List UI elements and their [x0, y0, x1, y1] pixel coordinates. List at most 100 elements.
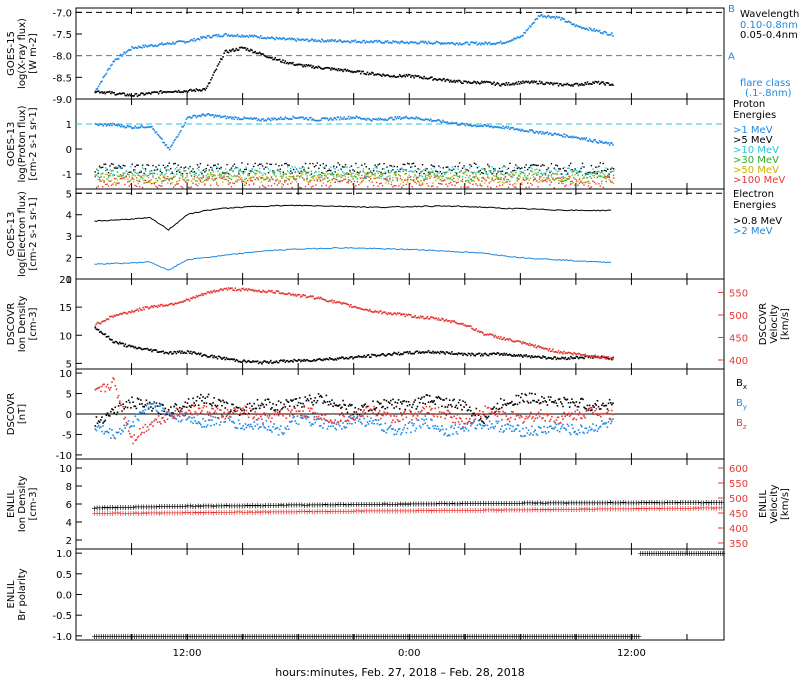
data-point	[588, 27, 591, 29]
data-point	[612, 84, 614, 86]
data-point	[306, 118, 309, 121]
data-point	[290, 176, 292, 178]
data-point	[358, 116, 361, 119]
data-point	[612, 356, 614, 359]
data-point	[186, 175, 188, 177]
data-point	[359, 177, 362, 179]
data-point	[148, 307, 151, 309]
data-point	[298, 172, 301, 175]
data-point	[161, 173, 163, 176]
data-point	[471, 82, 473, 85]
data-point	[420, 184, 422, 187]
data-point	[507, 167, 510, 170]
data-point	[609, 168, 612, 170]
data-point	[356, 40, 359, 43]
data-point	[424, 118, 427, 121]
data-point	[546, 357, 549, 360]
data-point	[294, 293, 297, 296]
data-point	[354, 39, 357, 42]
data-point	[97, 175, 99, 178]
data-point	[476, 353, 479, 355]
data-point	[213, 34, 215, 37]
data-point	[448, 168, 450, 171]
data-point	[205, 87, 208, 89]
data-point	[482, 354, 484, 357]
data-point	[393, 312, 395, 314]
data-point	[489, 81, 492, 84]
data-point	[562, 175, 564, 178]
data-point	[364, 163, 366, 165]
data-point	[589, 182, 591, 184]
data-point	[397, 351, 400, 354]
data-point	[211, 76, 213, 79]
data-point	[494, 411, 497, 413]
data-point	[189, 165, 191, 168]
data-point	[190, 350, 192, 353]
data-point	[431, 316, 433, 319]
data-point	[553, 356, 555, 359]
data-point	[433, 176, 436, 179]
data-point	[608, 178, 610, 181]
data-point	[374, 408, 377, 410]
data-point	[500, 170, 502, 173]
data-point	[553, 82, 555, 85]
data-point	[602, 186, 604, 189]
data-point	[504, 175, 507, 178]
y-axis-label: GOES-15	[6, 31, 17, 76]
data-point	[95, 174, 98, 177]
data-point	[327, 300, 330, 303]
data-point	[509, 83, 512, 86]
data-point	[111, 63, 113, 66]
data-point	[314, 360, 317, 362]
data-point	[199, 179, 202, 181]
data-point	[286, 400, 289, 403]
data-point	[253, 421, 255, 423]
data-point	[592, 29, 594, 32]
data-point	[469, 325, 472, 327]
data-point	[245, 117, 248, 120]
data-point	[306, 296, 309, 299]
data-point	[106, 335, 109, 338]
data-point	[514, 340, 517, 343]
data-point	[572, 357, 574, 360]
data-point	[271, 362, 273, 364]
data-point	[166, 411, 169, 413]
data-point	[609, 171, 612, 173]
data-point	[156, 306, 159, 308]
data-point	[522, 399, 524, 402]
data-point	[394, 76, 397, 78]
data-point	[497, 352, 500, 355]
data-point	[195, 400, 198, 402]
data-point	[288, 175, 290, 178]
data-point	[529, 166, 532, 168]
data-point	[374, 166, 376, 168]
data-point	[106, 169, 108, 172]
data-point	[475, 82, 478, 85]
data-point	[405, 172, 407, 175]
data-point	[375, 181, 378, 184]
data-point	[393, 171, 396, 174]
data-point	[138, 94, 141, 96]
data-point	[274, 292, 277, 294]
data-point	[562, 180, 564, 182]
data-point	[478, 352, 481, 355]
data-point	[561, 176, 563, 179]
data-point	[562, 352, 564, 355]
data-point	[294, 64, 297, 66]
data-point	[291, 172, 293, 174]
data-point	[301, 406, 303, 408]
data-point	[255, 35, 258, 37]
data-point	[140, 125, 142, 128]
data-point	[529, 356, 532, 359]
data-point	[565, 21, 568, 23]
data-point	[140, 309, 142, 311]
data-point	[121, 313, 123, 316]
data-point	[312, 176, 314, 178]
data-point	[470, 180, 473, 182]
data-point	[383, 311, 385, 314]
data-point	[566, 167, 569, 169]
data-point	[599, 162, 601, 164]
data-point	[575, 136, 578, 139]
data-point	[392, 40, 394, 42]
data-point	[115, 314, 118, 316]
